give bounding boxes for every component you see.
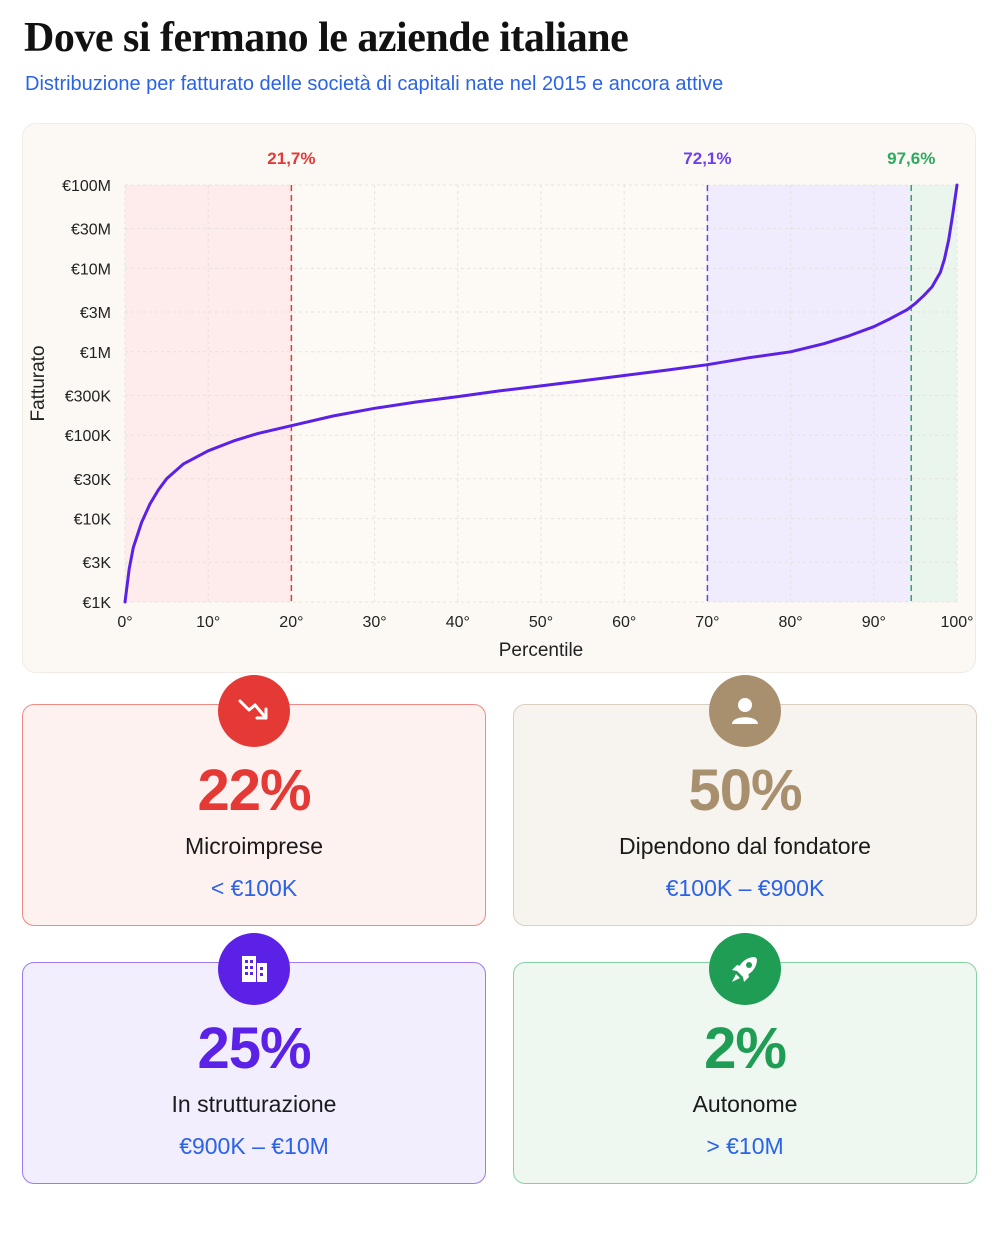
threshold-label: 72,1% bbox=[683, 149, 731, 168]
threshold-label: 21,7% bbox=[267, 149, 315, 168]
y-tick-label: €10M bbox=[71, 261, 111, 278]
stat-label: Autonome bbox=[692, 1091, 798, 1117]
shaded-band bbox=[707, 185, 912, 602]
x-tick-label: 20° bbox=[279, 614, 303, 631]
rocket-icon bbox=[709, 933, 781, 1005]
chart-card: 21,7% 72,1% 97,6% €1K €3K €10K €30K €100K €300K €… bbox=[22, 123, 976, 673]
stat-range: €100K – €900K bbox=[665, 875, 825, 901]
y-tick-label: €3M bbox=[80, 305, 111, 322]
threshold-label: 97,6% bbox=[887, 149, 935, 168]
page-subtitle: Distribuzione per fatturato delle societ… bbox=[25, 73, 724, 95]
trending-down-icon bbox=[218, 675, 290, 747]
x-tick-label: 10° bbox=[196, 614, 220, 631]
person-icon bbox=[709, 675, 781, 747]
x-tick-label: 50° bbox=[529, 614, 553, 631]
stat-card-autonome: 2% Autonome > €10M bbox=[513, 933, 977, 1184]
stat-label: Microimprese bbox=[184, 833, 324, 859]
x-tick-label: 0° bbox=[117, 614, 132, 631]
stat-range: €900K – €10M bbox=[179, 1133, 329, 1159]
y-tick-label: €10K bbox=[74, 512, 112, 529]
x-tick-label: 40° bbox=[446, 614, 470, 631]
stat-value: 22% bbox=[197, 758, 311, 823]
x-tick-label: 80° bbox=[778, 614, 802, 631]
stat-value: 2% bbox=[704, 1016, 787, 1081]
y-tick-label: €3K bbox=[83, 555, 112, 572]
y-tick-label: €1K bbox=[83, 595, 112, 612]
x-tick-label: 30° bbox=[362, 614, 386, 631]
x-tick-label: 90° bbox=[862, 614, 886, 631]
stat-value: 50% bbox=[688, 758, 802, 823]
stat-value: 25% bbox=[197, 1016, 311, 1081]
x-tick-label: 100° bbox=[940, 614, 973, 631]
shaded-band bbox=[911, 185, 957, 602]
percentile-chart: 21,7% 72,1% 97,6% €1K €3K €10K €30K €100K €300K €… bbox=[28, 149, 974, 661]
y-axis-title: Fatturato bbox=[28, 345, 49, 421]
stat-card-fondatore: 50% Dipendono dal fondatore €100K – €900… bbox=[513, 675, 977, 926]
y-tick-label: €100K bbox=[65, 428, 112, 445]
stat-range: < €100K bbox=[210, 875, 298, 901]
x-tick-label: 60° bbox=[612, 614, 636, 631]
stat-label: In strutturazione bbox=[171, 1091, 337, 1117]
y-tick-label: €1M bbox=[80, 345, 111, 362]
y-tick-label: €100M bbox=[62, 178, 111, 195]
stat-range: > €10M bbox=[706, 1133, 784, 1159]
shaded-band bbox=[125, 185, 292, 602]
stat-card-strutturazione: 25% In strutturazione €900K – €10M bbox=[22, 933, 486, 1184]
y-tick-label: €30M bbox=[71, 222, 111, 239]
stat-card-microimprese: 22% Microimprese < €100K bbox=[22, 675, 486, 926]
page-title: Dove si fermano le aziende italiane bbox=[24, 15, 629, 61]
x-tick-label: 70° bbox=[695, 614, 719, 631]
y-tick-label: €30K bbox=[74, 472, 112, 489]
y-tick-label: €300K bbox=[65, 388, 112, 405]
series-line bbox=[123, 183, 959, 604]
building-icon bbox=[218, 933, 290, 1005]
stat-label: Dipendono dal fondatore bbox=[619, 833, 871, 859]
x-axis-title: Percentile bbox=[499, 640, 584, 661]
